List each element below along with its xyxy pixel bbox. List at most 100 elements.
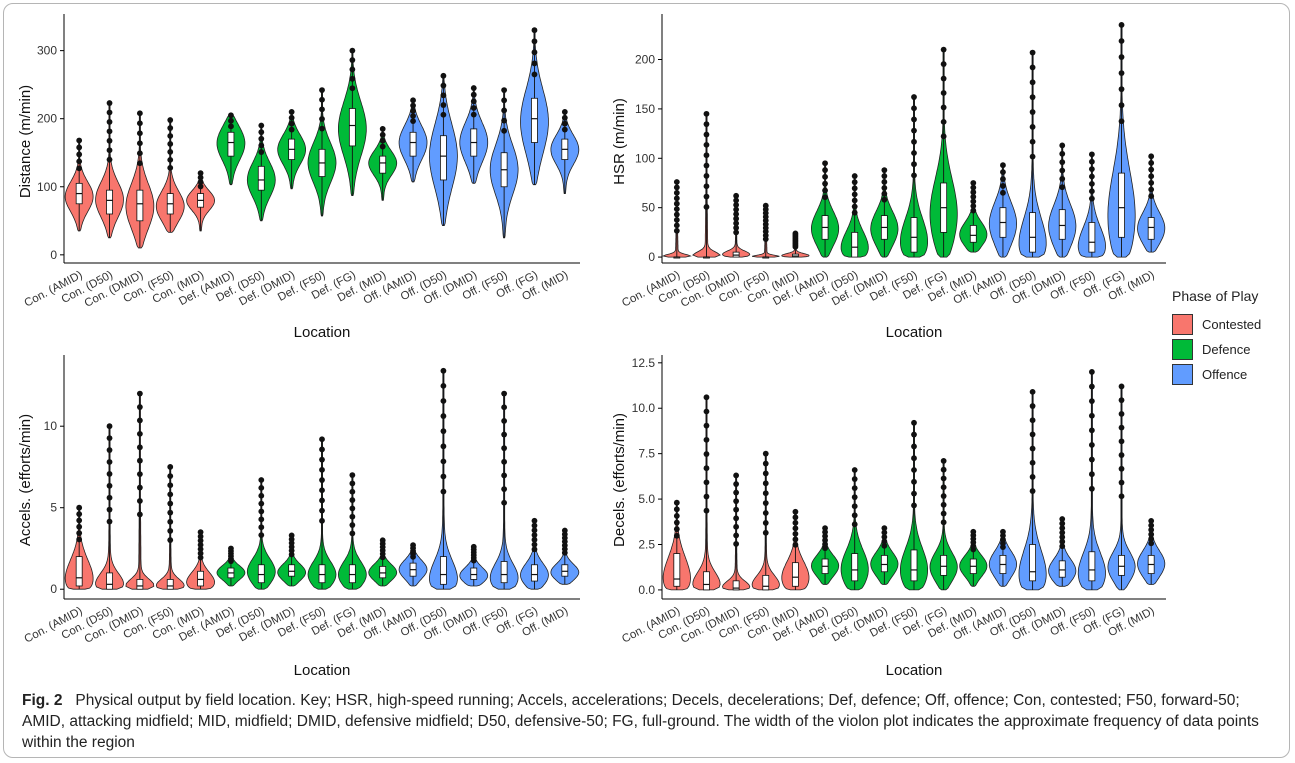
outlier-point — [76, 165, 83, 172]
outlier-point — [1059, 538, 1066, 545]
outlier-point — [703, 465, 710, 472]
outlier-point — [822, 525, 828, 532]
iqr-box — [348, 108, 356, 147]
outlier-point — [288, 532, 295, 539]
iqr-box — [1029, 212, 1036, 253]
outlier-point — [733, 197, 740, 204]
outlier-point — [762, 460, 769, 467]
outlier-point — [911, 490, 917, 497]
outlier-point — [440, 398, 447, 404]
outlier-point — [762, 500, 769, 507]
outlier-point — [258, 142, 265, 149]
outlier-point — [440, 428, 447, 435]
outlier-point — [762, 510, 769, 516]
outlier-point — [1088, 412, 1095, 419]
outlier-point — [1088, 166, 1095, 173]
outlier-point — [1118, 38, 1125, 44]
outlier-point — [1029, 79, 1036, 86]
outlier-point — [440, 458, 447, 465]
iqr-box — [227, 131, 235, 157]
outlier-point — [470, 98, 477, 105]
outlier-point — [349, 472, 356, 479]
outlier-point — [1029, 138, 1036, 145]
outlier-point — [440, 111, 447, 118]
iqr-box — [1088, 222, 1096, 253]
outlier-point — [167, 509, 174, 516]
outlier-point — [197, 174, 204, 181]
outlier-point — [911, 443, 917, 450]
outlier-point — [319, 125, 325, 132]
outlier-point — [733, 206, 740, 213]
outlier-point — [851, 503, 858, 510]
outlier-point — [561, 108, 568, 115]
outlier-point — [501, 499, 508, 506]
outlier-point — [1029, 123, 1036, 130]
outlier-point — [410, 118, 416, 125]
outlier-point — [440, 382, 447, 389]
outlier-point — [501, 117, 508, 124]
outlier-point — [673, 211, 680, 218]
outlier-point — [673, 227, 680, 234]
outlier-point — [288, 120, 295, 127]
outlier-point — [881, 542, 888, 549]
y-tick-label: 0 — [50, 582, 57, 596]
outlier-point — [940, 104, 947, 111]
outlier-point — [1029, 49, 1036, 56]
outlier-point — [703, 394, 710, 401]
outlier-point — [822, 187, 828, 194]
outlier-point — [1029, 403, 1036, 409]
outlier-point — [1088, 369, 1095, 375]
outlier-point — [501, 87, 508, 94]
outlier-point — [911, 138, 917, 145]
outlier-point — [733, 472, 740, 479]
outlier-point — [1059, 516, 1066, 522]
outlier-point — [106, 147, 113, 154]
outlier-point — [136, 498, 143, 504]
outlier-point — [911, 105, 917, 112]
outlier-point — [881, 534, 888, 540]
outlier-point — [703, 121, 710, 128]
outlier-point — [349, 497, 356, 503]
outlier-point — [911, 127, 917, 134]
caption-text: Physical output by field location. Key; … — [22, 692, 1259, 751]
outlier-point — [76, 536, 83, 543]
outlier-point — [319, 497, 325, 504]
outlier-point — [1148, 517, 1155, 524]
outlier-point — [703, 141, 710, 148]
outlier-point — [733, 481, 740, 487]
outlier-point — [410, 102, 416, 109]
legend-swatch — [1172, 364, 1193, 385]
outlier-point — [258, 524, 265, 531]
outlier-point — [167, 491, 174, 498]
outlier-point — [1059, 159, 1066, 166]
outlier-point — [379, 537, 386, 544]
outlier-point — [167, 464, 174, 470]
y-tick-label: 5.0 — [638, 492, 655, 506]
outlier-point — [167, 164, 174, 171]
outlier-point — [733, 489, 740, 496]
outlier-point — [1148, 540, 1155, 547]
outlier-point — [349, 47, 356, 54]
outlier-point — [197, 183, 204, 190]
outlier-point — [822, 541, 828, 548]
outlier-point — [167, 518, 174, 525]
outlier-point — [1088, 485, 1095, 492]
outlier-point — [1088, 398, 1095, 405]
outlier-point — [258, 500, 265, 507]
outlier-point — [673, 506, 680, 513]
iqr-box — [1029, 544, 1036, 582]
outlier-point — [911, 467, 917, 473]
outlier-point — [440, 413, 447, 419]
outlier-point — [501, 472, 508, 479]
iqr-box — [440, 135, 447, 181]
outlier-point — [822, 173, 828, 180]
iqr-box — [348, 564, 356, 584]
outlier-point — [561, 527, 568, 534]
iqr-box — [470, 567, 478, 580]
iqr-box — [732, 580, 740, 591]
outlier-point — [1088, 456, 1095, 463]
y-tick-label: 10.0 — [632, 401, 656, 415]
outlier-point — [106, 459, 113, 465]
outlier-point — [349, 66, 356, 73]
outlier-point — [1029, 64, 1036, 71]
